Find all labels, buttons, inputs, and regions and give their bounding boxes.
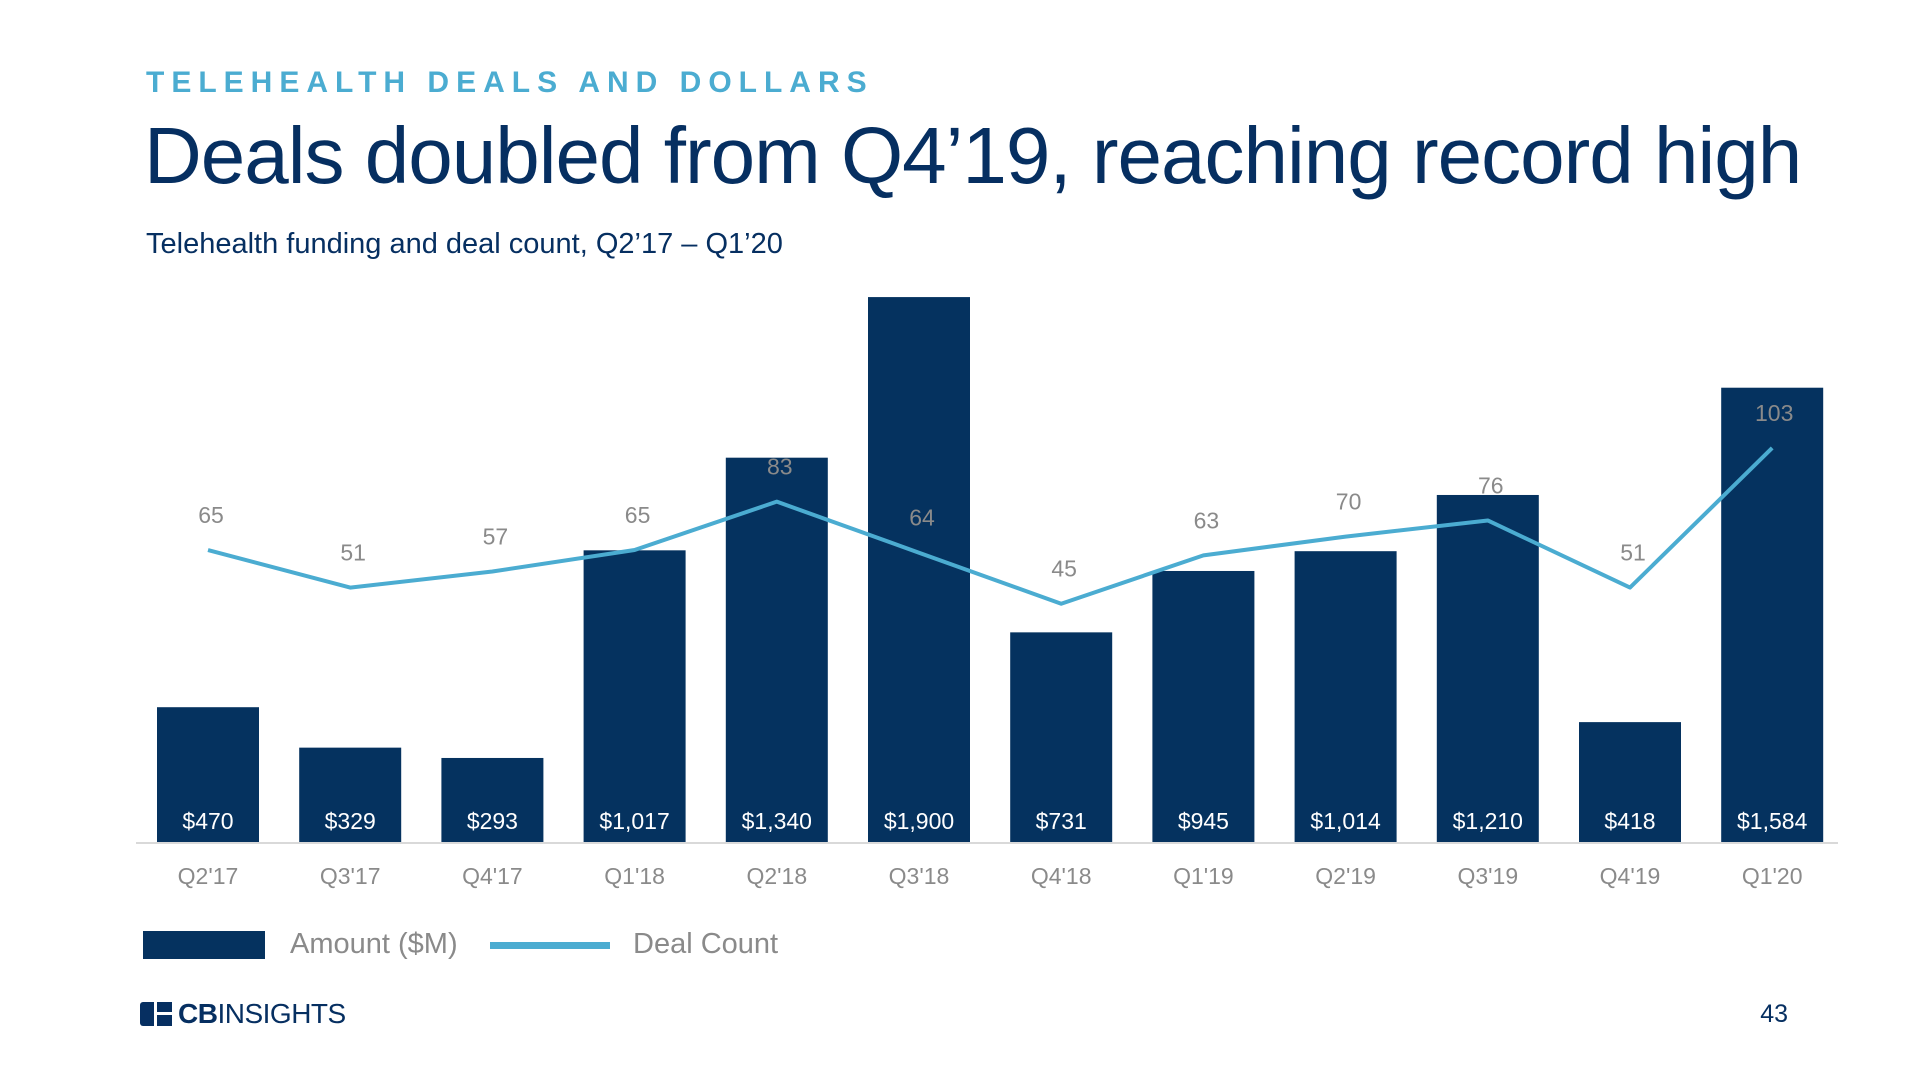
bar-value-label-11: $1,584 — [1737, 808, 1808, 834]
bar-11 — [1721, 387, 1824, 842]
x-tick-label-4: Q2'18 — [746, 863, 807, 889]
cbinsights-logo-icon — [140, 1002, 172, 1026]
x-tick-label-7: Q1'19 — [1173, 863, 1234, 889]
x-tick-label-6: Q4'18 — [1031, 863, 1092, 889]
bar-5 — [868, 297, 970, 843]
x-tick-label-3: Q1'18 — [604, 863, 665, 889]
deal-count-label-4: 83 — [767, 454, 793, 480]
bar-value-label-10: $418 — [1604, 808, 1655, 834]
deal-count-label-5: 64 — [909, 505, 935, 531]
legend-amount-swatch — [143, 931, 265, 959]
deal-count-label-3: 65 — [625, 502, 651, 528]
deal-count-label-8: 70 — [1336, 489, 1362, 515]
bar-value-label-1: $329 — [325, 808, 376, 834]
deal-count-label-11: 103 — [1755, 400, 1793, 426]
legend-deal-count-label: Deal Count — [633, 928, 779, 960]
x-tick-label-9: Q3'19 — [1457, 863, 1518, 889]
bar-9 — [1436, 494, 1539, 842]
x-tick-label-8: Q2'19 — [1315, 863, 1376, 889]
bar-2 — [441, 757, 544, 842]
bar-value-label-7: $945 — [1178, 808, 1229, 834]
page-title: Deals doubled from Q4’19, reaching recor… — [144, 111, 1802, 200]
x-tick-label-0: Q2'17 — [178, 863, 239, 889]
bar-value-label-8: $1,014 — [1310, 808, 1381, 834]
section-eyebrow: TELEHEALTH DEALS AND DOLLARS — [146, 66, 874, 99]
bar-value-label-4: $1,340 — [742, 808, 812, 834]
bar-value-label-5: $1,900 — [884, 808, 954, 834]
x-tick-label-5: Q3'18 — [889, 863, 950, 889]
bar-value-label-2: $293 — [467, 808, 518, 834]
deal-count-label-7: 63 — [1194, 507, 1220, 533]
bar-value-label-3: $1,017 — [599, 808, 669, 834]
legend-deal-count-swatch — [490, 942, 610, 949]
deal-count-label-1: 51 — [340, 540, 366, 566]
bar-3 — [583, 550, 686, 842]
deal-count-label-2: 57 — [483, 523, 509, 549]
x-tick-label-11: Q1'20 — [1742, 863, 1803, 889]
bar-4 — [725, 457, 828, 842]
bar-7 — [1152, 570, 1255, 842]
bar-8 — [1294, 551, 1397, 842]
bar-1 — [299, 747, 402, 842]
deal-count-label-10: 51 — [1620, 540, 1646, 566]
page-number: 43 — [1760, 1000, 1788, 1028]
bar-value-label-9: $1,210 — [1453, 808, 1523, 834]
cbinsights-logo: CBINSIGHTS — [140, 998, 346, 1030]
bar-value-label-0: $470 — [182, 808, 233, 834]
deal-count-label-9: 76 — [1478, 472, 1504, 498]
bar-6 — [1010, 632, 1113, 842]
bar-10 — [1579, 722, 1681, 842]
cbinsights-logo-text: CBINSIGHTS — [178, 998, 346, 1029]
x-tick-label-1: Q3'17 — [320, 863, 381, 889]
bar-0 — [157, 707, 259, 842]
deal-count-label-6: 45 — [1051, 556, 1077, 582]
deal-count-label-0: 65 — [198, 502, 224, 528]
deal-count-line — [207, 446, 1774, 606]
x-tick-label-2: Q4'17 — [462, 863, 523, 889]
x-tick-label-10: Q4'19 — [1600, 863, 1661, 889]
legend-amount-label: Amount ($M) — [290, 928, 458, 960]
bar-value-label-6: $731 — [1036, 808, 1087, 834]
chart-subtitle: Telehealth funding and deal count, Q2’17… — [146, 228, 783, 260]
